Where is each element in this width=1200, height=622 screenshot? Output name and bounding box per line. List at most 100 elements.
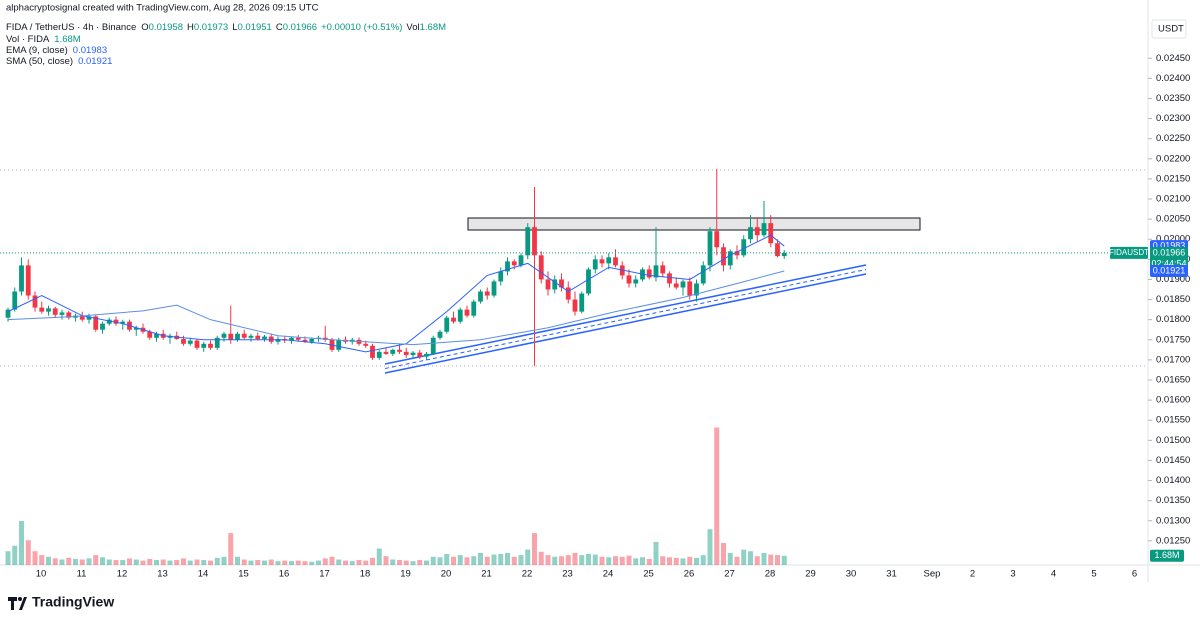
volume-bar — [201, 560, 207, 565]
x-tick-label: 4 — [1051, 569, 1056, 580]
x-tick-label: 3 — [1010, 569, 1015, 580]
currency-button[interactable] — [1151, 19, 1187, 39]
x-tick-label: 23 — [562, 569, 573, 580]
y-tick-label: 0.01550 — [1156, 415, 1190, 426]
v: 0.01973 — [194, 22, 228, 33]
candle-body — [59, 312, 65, 315]
volume-bar — [221, 556, 227, 565]
volume-bar — [518, 555, 524, 565]
currency: USDT — [1158, 24, 1184, 35]
price-marker-label: 0.01983 — [1153, 240, 1186, 250]
y-tick-label: 0.01600 — [1156, 395, 1190, 406]
candle-body — [302, 339, 308, 342]
volume-bar — [680, 558, 686, 565]
x-tick-label: 6 — [1132, 569, 1137, 580]
candle-body — [721, 247, 726, 266]
y-tick-label: 0.02400 — [1156, 73, 1190, 84]
k: C — [276, 22, 283, 33]
y-tick-label: 0.01750 — [1156, 334, 1190, 345]
volume-bar — [268, 559, 274, 565]
candle-body — [52, 308, 58, 315]
change: +0.00010 (+0.51%) — [321, 22, 402, 33]
candle-body — [120, 321, 126, 324]
candle-body — [113, 319, 119, 324]
y-tick-label: 0.02450 — [1156, 53, 1190, 64]
volume-bar — [646, 558, 652, 565]
volume-bar — [579, 555, 585, 565]
candle-body — [410, 352, 416, 356]
candle-body — [214, 337, 220, 348]
volume-bar — [302, 561, 308, 565]
volume-bar — [721, 543, 726, 565]
volume-bar — [768, 554, 774, 565]
candle-body — [241, 333, 247, 338]
candle-body — [626, 275, 632, 284]
candle-body — [383, 351, 389, 354]
volume-bar — [356, 560, 362, 565]
candle-body — [221, 333, 227, 338]
candle-body — [235, 333, 240, 340]
title: EMA (9, close) — [6, 45, 68, 56]
symbol-tag — [1110, 246, 1148, 259]
volume-bar — [572, 552, 578, 565]
candle-body — [687, 281, 693, 296]
candle-body — [545, 279, 551, 290]
volume-bar — [741, 549, 747, 565]
volume-bar — [471, 556, 477, 565]
volume-bar — [397, 560, 402, 565]
volume-bar — [154, 560, 159, 565]
candle-body — [181, 338, 186, 344]
x-tick-label: 5 — [1091, 569, 1096, 580]
volume-bar — [505, 552, 510, 565]
candle-body — [5, 309, 11, 318]
volume-bar — [52, 558, 58, 565]
volume-bar — [228, 533, 234, 565]
candle-body — [532, 227, 537, 256]
volume-bar — [39, 555, 45, 565]
x-tick-label: 2 — [970, 569, 975, 580]
volume-bar — [181, 558, 186, 565]
v: 0.01983 — [73, 45, 107, 56]
volume-bar — [133, 559, 139, 565]
volume-bar — [727, 552, 733, 565]
candle-body — [86, 316, 92, 320]
candle-body — [255, 335, 261, 339]
candle-body — [93, 316, 99, 330]
volume-bar — [127, 558, 132, 565]
x-tick-label: 28 — [765, 569, 776, 580]
volume-bar — [437, 557, 443, 565]
y-tick-label: 0.01850 — [1156, 294, 1190, 305]
candle-body — [39, 307, 45, 312]
candle-body — [106, 319, 112, 324]
volume-bar — [457, 555, 463, 565]
volume-bar — [444, 554, 450, 565]
candle-body — [633, 279, 639, 284]
x-tick-label: 26 — [684, 569, 695, 580]
y-tick-label: 0.01400 — [1156, 475, 1190, 486]
x-tick-label: Sep — [924, 569, 941, 580]
y-tick-label: 0.01700 — [1156, 354, 1190, 365]
candle-body — [471, 301, 477, 316]
volume-bar — [336, 559, 342, 565]
x-tick-label: 17 — [319, 569, 330, 580]
title: Vol · FIDA — [6, 34, 50, 45]
x-tick-label: 10 — [36, 569, 47, 580]
y-tick-label: 0.02100 — [1156, 194, 1190, 205]
candle-body — [660, 265, 666, 274]
legend-sma: SMA (50, close) 0.01921 — [6, 56, 112, 67]
candle-body — [309, 338, 315, 342]
volume-bar — [478, 552, 483, 565]
candle-body — [505, 261, 510, 272]
volume-bar — [484, 556, 490, 565]
volume-bar — [322, 558, 328, 565]
candle-body — [599, 259, 605, 264]
volume-bar — [667, 557, 672, 565]
candle-body — [12, 291, 18, 310]
candle-body — [187, 340, 193, 344]
candle-body — [295, 337, 301, 340]
volume-bar — [59, 559, 65, 565]
x-tick-label: 13 — [157, 569, 168, 580]
candle-body — [194, 340, 200, 348]
candle-body — [208, 343, 213, 348]
channel-lower — [384, 273, 867, 374]
